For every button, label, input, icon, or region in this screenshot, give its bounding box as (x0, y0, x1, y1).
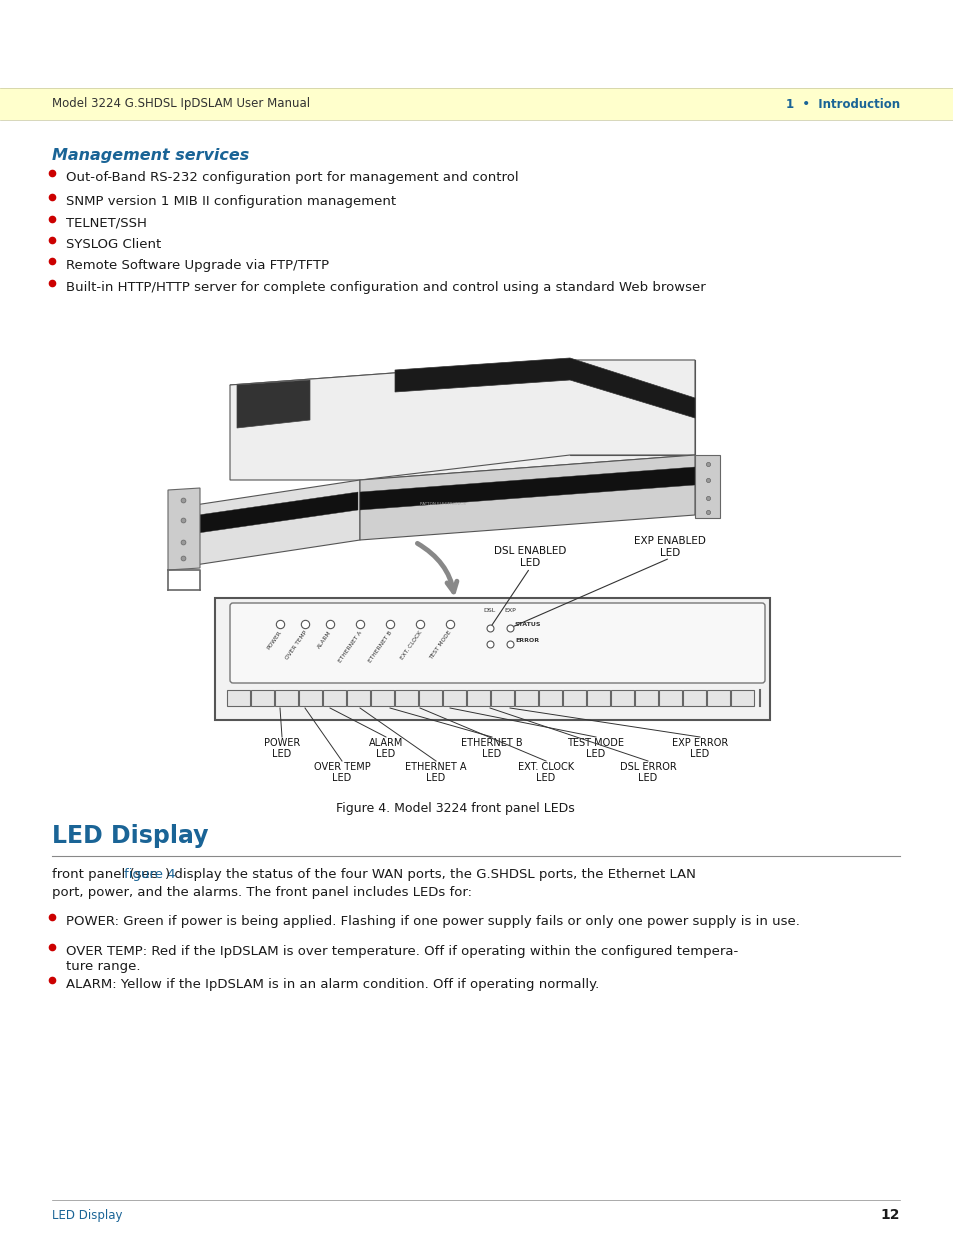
Text: figure 4: figure 4 (124, 868, 175, 881)
Text: OVER TEMP
LED: OVER TEMP LED (314, 762, 370, 783)
Text: ETHERNET B: ETHERNET B (367, 630, 393, 663)
Text: ture range.: ture range. (66, 960, 140, 973)
Text: Model 3224 G.SHDSL IpDSLAM User Manual: Model 3224 G.SHDSL IpDSLAM User Manual (52, 98, 310, 110)
Text: Management services: Management services (52, 148, 249, 163)
Bar (562, 690, 585, 706)
Polygon shape (230, 359, 695, 480)
Text: Built-in HTTP/HTTP server for complete configuration and control using a standar: Built-in HTTP/HTTP server for complete c… (66, 282, 705, 294)
Polygon shape (695, 454, 720, 517)
Text: POWER: POWER (266, 630, 283, 651)
Bar (0, 88, 953, 120)
FancyArrowPatch shape (417, 543, 456, 592)
Polygon shape (236, 380, 310, 429)
Bar (371, 690, 394, 706)
Text: DSL ENABLED
LED: DSL ENABLED LED (494, 546, 565, 568)
Text: OVER TEMP: OVER TEMP (284, 630, 308, 661)
Bar (538, 690, 561, 706)
Text: EXP ERROR
LED: EXP ERROR LED (671, 739, 727, 758)
Text: LED Display: LED Display (52, 1209, 122, 1221)
Bar (214, 598, 769, 720)
Text: POWER: Green if power is being applied. Flashing if one power supply fails or on: POWER: Green if power is being applied. … (66, 915, 799, 927)
Bar (610, 690, 634, 706)
Bar (347, 690, 370, 706)
Text: ETHERNET A
LED: ETHERNET A LED (405, 762, 466, 783)
Text: front panel (see: front panel (see (52, 868, 162, 881)
Text: EXT. CLOCK: EXT. CLOCK (399, 630, 422, 661)
Text: ERROR: ERROR (515, 638, 538, 643)
Text: ALARM: ALARM (316, 630, 333, 650)
Text: Figure 4. Model 3224 front panel LEDs: Figure 4. Model 3224 front panel LEDs (335, 802, 574, 815)
Text: EXP ENABLED
LED: EXP ENABLED LED (634, 536, 705, 558)
Text: LED Display: LED Display (52, 824, 209, 848)
Polygon shape (194, 480, 359, 564)
FancyBboxPatch shape (230, 603, 764, 683)
Text: EXP: EXP (503, 608, 516, 613)
Text: SYSLOG Client: SYSLOG Client (66, 238, 161, 251)
Bar (491, 690, 514, 706)
Bar (659, 690, 681, 706)
Text: port, power, and the alarms. The front panel includes LEDs for:: port, power, and the alarms. The front p… (52, 885, 472, 899)
Text: Remote Software Upgrade via FTP/TFTP: Remote Software Upgrade via FTP/TFTP (66, 259, 329, 272)
Bar (706, 690, 729, 706)
Text: 12: 12 (880, 1208, 899, 1221)
Bar (298, 690, 322, 706)
Bar (586, 690, 609, 706)
Bar (274, 690, 297, 706)
Bar (682, 690, 705, 706)
Text: OVER TEMP: Red if the IpDSLAM is over temperature. Off if operating within the c: OVER TEMP: Red if the IpDSLAM is over te… (66, 945, 738, 958)
Text: DSL ERROR
LED: DSL ERROR LED (619, 762, 676, 783)
Text: SNMP version 1 MIB II configuration management: SNMP version 1 MIB II configuration mana… (66, 195, 395, 207)
Polygon shape (395, 358, 695, 417)
Polygon shape (569, 359, 695, 454)
Bar (227, 690, 250, 706)
Text: STATUS: STATUS (515, 622, 541, 627)
Text: ) display the status of the four WAN ports, the G.SHDSL ports, the Ethernet LAN: ) display the status of the four WAN por… (165, 868, 695, 881)
Bar (515, 690, 537, 706)
Text: PATTON ELECTRONICS: PATTON ELECTRONICS (419, 501, 465, 506)
Text: 1  •  Introduction: 1 • Introduction (785, 98, 899, 110)
Text: TEST MODE: TEST MODE (429, 630, 453, 661)
Text: POWER
LED: POWER LED (264, 739, 300, 758)
Polygon shape (359, 454, 695, 540)
Polygon shape (198, 492, 357, 534)
Polygon shape (230, 359, 695, 480)
Bar (395, 690, 417, 706)
Polygon shape (168, 488, 200, 571)
Text: DSL: DSL (483, 608, 496, 613)
Text: TEST MODE
LED: TEST MODE LED (567, 739, 624, 758)
Bar (442, 690, 465, 706)
Bar (467, 690, 490, 706)
Bar (323, 690, 346, 706)
Text: Out-of-Band RS-232 configuration port for management and control: Out-of-Band RS-232 configuration port fo… (66, 170, 518, 184)
Text: ETHERNET A: ETHERNET A (337, 630, 363, 663)
Text: TELNET/SSH: TELNET/SSH (66, 217, 147, 230)
Text: ALARM
LED: ALARM LED (369, 739, 403, 758)
Polygon shape (359, 467, 695, 510)
Bar (418, 690, 441, 706)
Bar (730, 690, 753, 706)
Text: ALARM: Yellow if the IpDSLAM is in an alarm condition. Off if operating normally: ALARM: Yellow if the IpDSLAM is in an al… (66, 978, 598, 990)
Bar (635, 690, 658, 706)
Text: EXT. CLOCK
LED: EXT. CLOCK LED (517, 762, 574, 783)
Bar (251, 690, 274, 706)
Text: ETHERNET B
LED: ETHERNET B LED (460, 739, 522, 758)
